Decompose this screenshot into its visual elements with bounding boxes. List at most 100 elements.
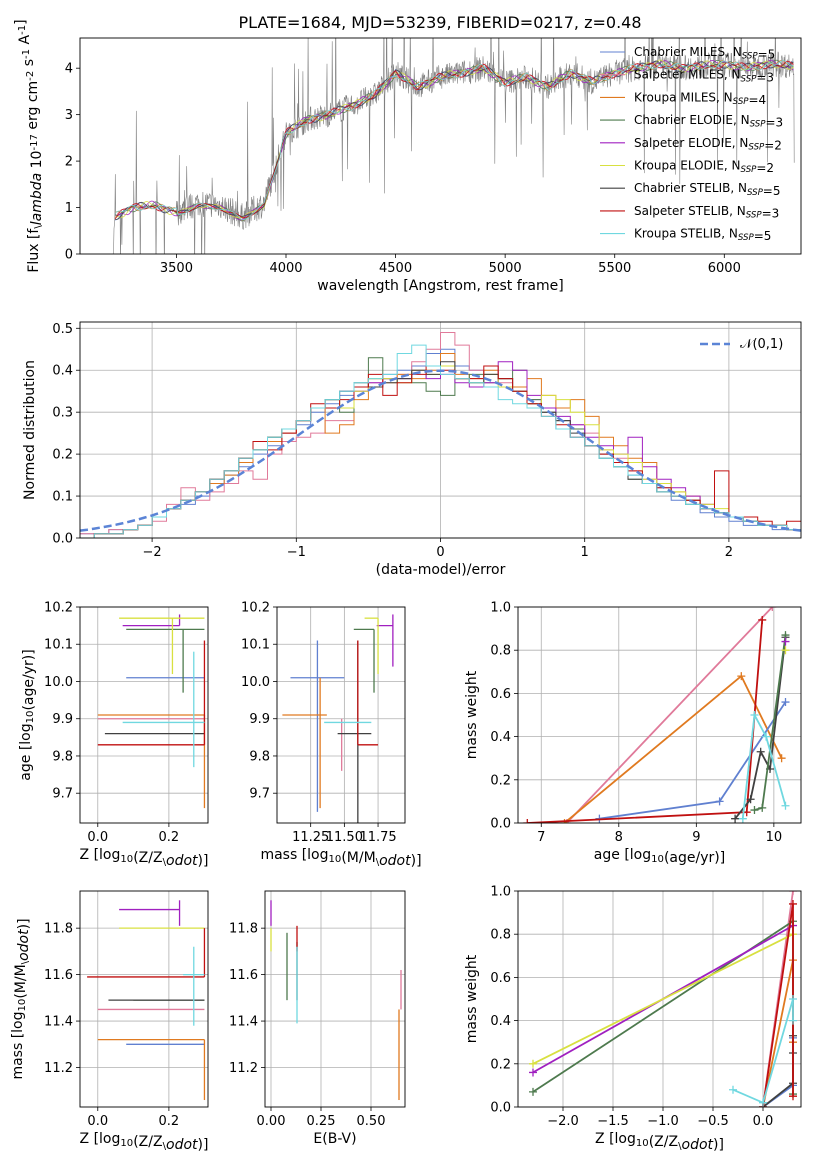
y-tick-label: 9.8 <box>52 749 73 764</box>
y-tick-label: 11.8 <box>44 922 73 937</box>
y-tick-label: 0.2 <box>490 1057 511 1072</box>
errorbar-point <box>337 640 372 823</box>
y-tick-label: 0.8 <box>490 644 511 659</box>
y-tick-label: 0.2 <box>52 448 73 463</box>
legend-label: Chabrier STELIB, NSSP=5 <box>634 181 781 198</box>
weight-marker <box>523 819 532 823</box>
axes-frame <box>517 890 802 1108</box>
x-axis-label: Z [log10(Z/Z\odot)] <box>80 1131 209 1153</box>
axes-frame <box>79 890 209 1108</box>
weight-marker <box>715 797 724 806</box>
errorbar-point <box>126 628 205 693</box>
x-tick-label: −2 <box>143 545 162 560</box>
weight-marker <box>529 1059 537 1068</box>
x-tick-label: 1 <box>581 545 589 560</box>
legend-label: Chabrier ELODIE, NSSP=3 <box>634 113 783 130</box>
y-tick-label: 0.0 <box>490 1101 511 1116</box>
weight-marker <box>756 747 765 756</box>
x-axis-label: wavelength [Angstrom, rest frame] <box>317 278 563 294</box>
y-tick-label: 2 <box>65 155 73 170</box>
model-spectrum <box>114 60 794 221</box>
axes-frame <box>264 890 406 1108</box>
chart-spectrum: 3500 4000 4500 5000 5500 6000 0 1 2 3 4 wavelength … <box>13 19 802 294</box>
weight-marker <box>789 995 797 1003</box>
y-tick-label: 0.2 <box>490 773 511 788</box>
y-tick-label: 0.4 <box>490 730 511 745</box>
weight-series <box>781 646 790 655</box>
weight-series <box>731 633 790 823</box>
plot-area <box>529 891 797 1107</box>
y-tick-label: 10.0 <box>241 675 270 690</box>
errorbar-point <box>353 628 375 693</box>
x-tick-label: 0.2 <box>159 1114 180 1129</box>
chart-residuals: −2 −1 0 1 2 0.0 0.1 0.2 0.3 0.4 0.5 (data-model)/er… <box>22 321 802 578</box>
weight-series <box>750 631 790 815</box>
errorbar-point <box>376 614 394 667</box>
plot-area <box>87 900 206 1101</box>
weight-marker <box>729 1085 737 1094</box>
errorbar-point <box>183 946 205 1026</box>
y-tick-label: 9.7 <box>249 787 270 802</box>
legend-label: Kroupa STELIB, NSSP=5 <box>634 227 771 244</box>
axes-frame <box>79 37 802 255</box>
x-tick-label: 0.50 <box>357 1114 386 1129</box>
legend-label: 𝒩(0,1) <box>740 337 783 352</box>
x-tick-label: −0.5 <box>697 1114 729 1129</box>
y-tick-label: 10.2 <box>44 601 73 616</box>
x-tick-label: 0.0 <box>753 1114 774 1129</box>
legend-label: Salpeter ELODIE, NSSP=2 <box>634 136 782 153</box>
weight-marker <box>777 754 786 763</box>
legend-label: Chabrier MILES, NSSP=5 <box>634 45 775 62</box>
weight-marker <box>789 1016 797 1025</box>
x-tick-label: 5000 <box>489 261 522 276</box>
x-tick-label: 0.25 <box>307 1114 336 1129</box>
chart-age_vs_Z: 0.0 0.2 9.7 9.8 9.9 10.0 10.1 10.2 Z [log10(Z/Z\… <box>18 601 208 870</box>
x-tick-label: 7 <box>537 830 545 845</box>
legend-label: Kroupa ELODIE, NSSP=2 <box>634 159 774 176</box>
y-tick-label: 11.2 <box>44 1061 73 1076</box>
x-tick-label: 11.50 <box>326 830 363 845</box>
weight-marker <box>738 814 747 823</box>
errorbar-point <box>97 714 206 809</box>
weight-line <box>532 933 794 1065</box>
weight-marker <box>758 615 767 624</box>
legend-label: Kroupa MILES, NSSP=4 <box>634 90 766 107</box>
errorbar-point <box>87 928 206 978</box>
weight-line <box>566 607 773 823</box>
x-axis-label: Z [log10(Z/Z\odot)] <box>595 1131 724 1153</box>
chart-weight_vs_age: 7 8 9 10 0.0 0.2 0.4 0.6 0.8 1.0 age [log10(age/yr… <box>464 601 802 866</box>
x-tick-label: −1.0 <box>647 1114 679 1129</box>
plot-area <box>270 900 402 1101</box>
y-tick-label: 0.3 <box>52 406 73 421</box>
y-tick-label: 10.0 <box>44 675 73 690</box>
y-tick-label: 0.5 <box>52 322 73 337</box>
plot-area <box>523 607 790 823</box>
x-axis-label: (data-model)/error <box>376 562 506 578</box>
y-tick-label: 10.2 <box>241 601 270 616</box>
y-tick-label: 11.6 <box>229 968 258 983</box>
weight-marker <box>789 1092 797 1101</box>
model-spectrum <box>114 60 794 220</box>
y-tick-label: 9.7 <box>52 787 73 802</box>
y-tick-label: 0.0 <box>52 532 73 547</box>
axes-frame <box>517 606 802 824</box>
chart-title: PLATE=1684, MJD=53239, FIBERID=0217, z=0… <box>238 13 641 32</box>
weight-marker <box>529 1068 537 1077</box>
x-tick-label: 0.2 <box>159 830 180 845</box>
axes-frame <box>79 321 802 539</box>
x-tick-label: 4500 <box>379 261 412 276</box>
y-tick-label: 1.0 <box>490 601 511 616</box>
errorbar-point <box>119 900 181 926</box>
errorbar-point <box>122 651 205 768</box>
weight-marker <box>750 711 759 719</box>
y-tick-label: 10.1 <box>241 638 270 653</box>
x-tick-label: 9 <box>692 830 700 845</box>
y-tick-label: 1.0 <box>490 885 511 900</box>
weight-marker <box>789 899 797 908</box>
errorbar-point <box>282 677 327 809</box>
x-axis-label: age [log10(age/yr)] <box>594 847 725 866</box>
plot-area <box>97 614 206 809</box>
y-tick-label: 11.2 <box>229 1061 258 1076</box>
weight-marker <box>768 607 777 611</box>
